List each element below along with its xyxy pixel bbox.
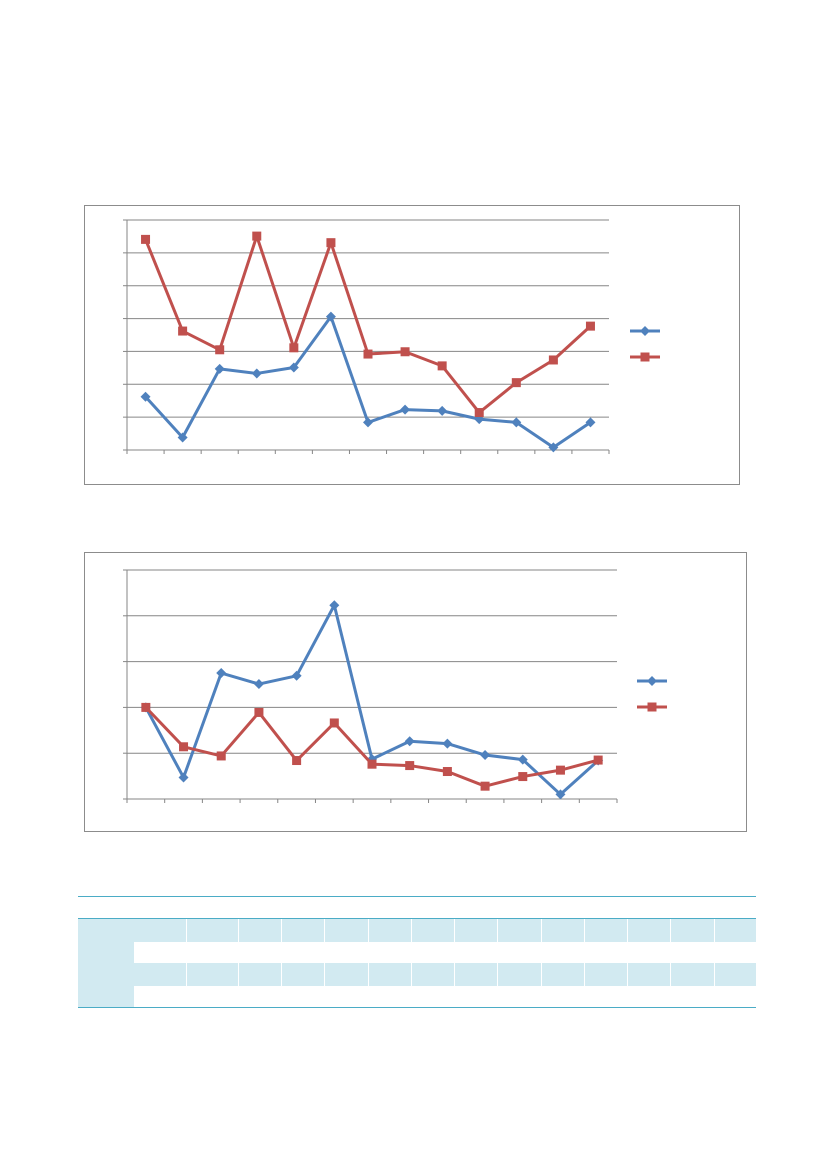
data-point-diamond	[511, 417, 522, 428]
column-divider	[627, 963, 628, 986]
data-point-square	[141, 234, 151, 244]
column-divider	[411, 963, 412, 986]
column-divider	[411, 919, 412, 942]
column-divider	[497, 919, 498, 942]
table-row	[78, 963, 756, 986]
column-divider	[186, 963, 187, 986]
row-header-cell	[78, 919, 134, 942]
column-divider	[238, 919, 239, 942]
column-divider	[281, 919, 282, 942]
data-point-square	[326, 238, 336, 248]
data-point-diamond	[548, 442, 559, 453]
data-point-diamond	[251, 368, 262, 379]
line-chart-2	[84, 552, 747, 832]
table-row	[78, 986, 756, 1007]
column-divider	[670, 963, 671, 986]
data-point-square	[474, 408, 484, 418]
data-point-square	[511, 378, 521, 388]
data-point-diamond	[442, 738, 453, 749]
data-point-diamond	[329, 600, 340, 611]
table-bottom-rule	[78, 1007, 756, 1008]
data-point-square	[216, 751, 226, 761]
data-point-diamond	[177, 432, 188, 443]
chart-canvas	[123, 219, 660, 454]
column-divider	[541, 963, 542, 986]
column-divider	[670, 919, 671, 942]
legend-marker-diamond	[647, 676, 657, 686]
data-point-square	[405, 761, 415, 771]
legend-marker-square	[640, 352, 650, 362]
data-point-diamond	[585, 417, 596, 428]
data-point-diamond	[437, 405, 448, 416]
row-header-cell	[78, 986, 134, 1007]
data-point-square	[548, 355, 558, 365]
data-point-square	[518, 772, 528, 782]
column-divider	[454, 919, 455, 942]
data-point-square	[329, 718, 339, 728]
row-fill	[134, 919, 756, 942]
column-divider	[714, 919, 715, 942]
column-divider	[324, 963, 325, 986]
column-divider	[627, 919, 628, 942]
table-row	[78, 942, 756, 963]
data-point-square	[215, 345, 225, 355]
column-divider	[368, 919, 369, 942]
data-point-diamond	[404, 736, 415, 747]
data-point-square	[367, 759, 377, 769]
table-header-row	[78, 897, 756, 919]
row-fill	[134, 963, 756, 986]
column-divider	[454, 963, 455, 986]
row-header-cell	[78, 942, 134, 963]
data-point-square	[593, 755, 603, 765]
data-point-square	[400, 347, 410, 357]
column-divider	[281, 963, 282, 986]
column-divider	[541, 919, 542, 942]
column-divider	[238, 963, 239, 986]
data-point-square	[555, 765, 565, 775]
data-point-square	[437, 361, 447, 371]
data-point-diamond	[555, 789, 566, 800]
legend-marker-square	[647, 702, 657, 712]
data-point-diamond	[400, 404, 411, 415]
series-line-1	[144, 315, 592, 449]
data-point-square	[363, 349, 373, 359]
data-point-diamond	[214, 363, 225, 374]
column-divider	[584, 963, 585, 986]
data-point-diamond	[253, 679, 264, 690]
data-point-square	[178, 326, 188, 336]
data-point-diamond	[216, 668, 227, 679]
data-point-square	[292, 756, 302, 766]
series-line-2	[144, 706, 599, 788]
data-point-diamond	[363, 417, 373, 428]
legend-marker-diamond	[640, 326, 650, 336]
data-point-square	[585, 321, 595, 331]
line-chart-1	[84, 205, 740, 485]
data-point-diamond	[325, 311, 336, 322]
data-point-square	[254, 707, 264, 717]
data-point-diamond	[178, 772, 189, 783]
row-header-cell	[78, 963, 134, 986]
data-point-diamond	[480, 750, 491, 761]
data-point-square	[480, 781, 490, 791]
table-row	[78, 919, 756, 942]
data-point-diamond	[517, 754, 528, 765]
series-line-2	[144, 234, 592, 415]
column-divider	[186, 919, 187, 942]
column-divider	[714, 963, 715, 986]
table-top-rule	[78, 896, 756, 897]
data-table	[78, 896, 756, 1008]
column-divider	[584, 919, 585, 942]
data-point-diamond	[140, 391, 151, 402]
data-point-square	[289, 343, 299, 353]
chart-canvas	[123, 569, 667, 803]
data-point-square	[141, 702, 151, 712]
data-point-diamond	[288, 362, 299, 373]
column-divider	[368, 963, 369, 986]
data-point-square	[252, 231, 262, 241]
data-point-square	[179, 742, 189, 752]
data-point-diamond	[291, 670, 302, 681]
data-point-square	[442, 767, 452, 777]
column-divider	[497, 963, 498, 986]
column-divider	[324, 919, 325, 942]
